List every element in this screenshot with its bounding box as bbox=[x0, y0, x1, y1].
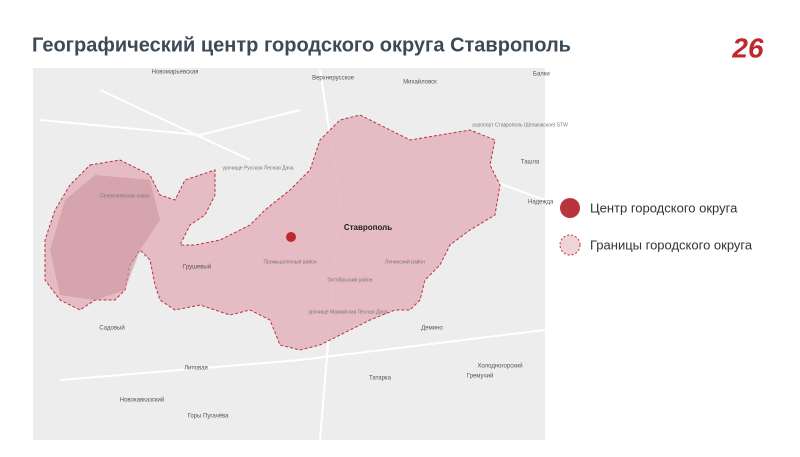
map-label: Грушевый bbox=[183, 264, 211, 271]
map-label: Октябрьский район bbox=[328, 276, 373, 283]
map-label: Демино bbox=[421, 326, 443, 332]
map-label: Михайловск bbox=[403, 79, 437, 86]
map-label: Новомарьевская bbox=[152, 70, 199, 76]
legend-label: Центр городского округа bbox=[590, 200, 738, 215]
legend-marker bbox=[559, 234, 581, 256]
map-label: Татарка bbox=[369, 376, 392, 382]
map-label: Ставрополь bbox=[344, 223, 392, 232]
center-point bbox=[286, 232, 296, 242]
map-label: Гремучий bbox=[467, 373, 494, 380]
logo: 26 bbox=[731, 32, 764, 63]
map-label: Садовый bbox=[99, 325, 124, 332]
map-label: Балки bbox=[533, 72, 550, 78]
legend-label: Границы городского округа bbox=[590, 237, 753, 252]
legend: Центр городского округа Границы городско… bbox=[559, 198, 753, 256]
map-label: Ленинский район bbox=[385, 258, 425, 265]
map-label: Горы Пугачёва bbox=[188, 414, 230, 420]
map-label: Верхнерусское bbox=[312, 76, 354, 82]
title: Географический центр городского округа С… bbox=[32, 34, 571, 56]
map-label: урочище Русская Лесная Дача bbox=[222, 165, 293, 171]
lake bbox=[50, 175, 160, 300]
map-label: аэропорт Ставрополь (Шпаковское) STW bbox=[472, 122, 568, 128]
legend-marker bbox=[560, 198, 580, 218]
map-label: Промышленный район bbox=[263, 258, 316, 265]
map-label: Надежда bbox=[528, 200, 554, 206]
map-label: Новокавказский bbox=[120, 397, 164, 404]
map-label: Холодногорский bbox=[477, 363, 522, 370]
map-label: Сенгилеевское озеро bbox=[100, 193, 150, 199]
map-label: Липовая bbox=[184, 366, 208, 372]
map: Ставрополь Михайловск Новомарьевская Вер… bbox=[33, 68, 568, 441]
map-label: Ташла bbox=[521, 160, 540, 166]
map-label: урочище Мамайская Лесная Дача bbox=[309, 308, 388, 315]
